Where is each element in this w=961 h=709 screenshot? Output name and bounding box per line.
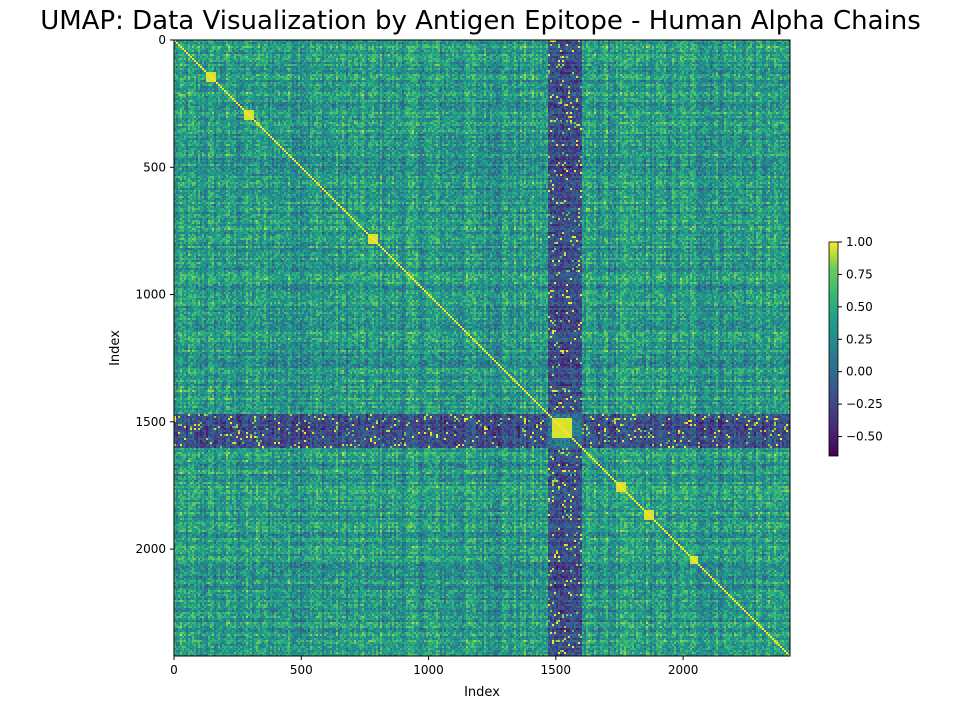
colorbar [828, 241, 839, 457]
x-tick-label: 1500 [541, 663, 572, 677]
x-tick-label: 0 [170, 663, 178, 677]
y-tick-label: 1000 [135, 288, 166, 302]
colorbar-tick-label: 1.00 [846, 235, 873, 249]
y-axis-label: Index [108, 330, 123, 366]
plot-frame [173, 39, 791, 657]
colorbar-tick-label: 0.00 [846, 365, 873, 379]
colorbar-axis: 1.00 0.75 0.50 0.25 0.00 −0.25 −0.50 [838, 235, 883, 444]
heatmap-image [174, 40, 790, 656]
x-axis: 0 500 1000 1500 2000 [170, 656, 698, 677]
y-tick-label: 0 [158, 33, 166, 47]
y-axis: 0 500 1000 1500 2000 [135, 33, 174, 556]
x-tick-label: 500 [290, 663, 313, 677]
colorbar-tick-label: 0.50 [846, 300, 873, 314]
y-tick-label: 500 [143, 160, 166, 174]
y-tick-label: 2000 [135, 542, 166, 556]
x-tick-label: 1000 [413, 663, 444, 677]
y-tick-label: 1500 [135, 415, 166, 429]
x-axis-label: Index [464, 685, 500, 700]
colorbar-tick-label: 0.25 [846, 332, 873, 346]
x-tick-label: 2000 [668, 663, 699, 677]
colorbar-tick-label: −0.50 [846, 430, 883, 444]
chart-title: UMAP: Data Visualization by Antigen Epit… [40, 6, 921, 36]
colorbar-tick-label: 0.75 [846, 267, 873, 281]
colorbar-tick-label: −0.25 [846, 397, 883, 411]
